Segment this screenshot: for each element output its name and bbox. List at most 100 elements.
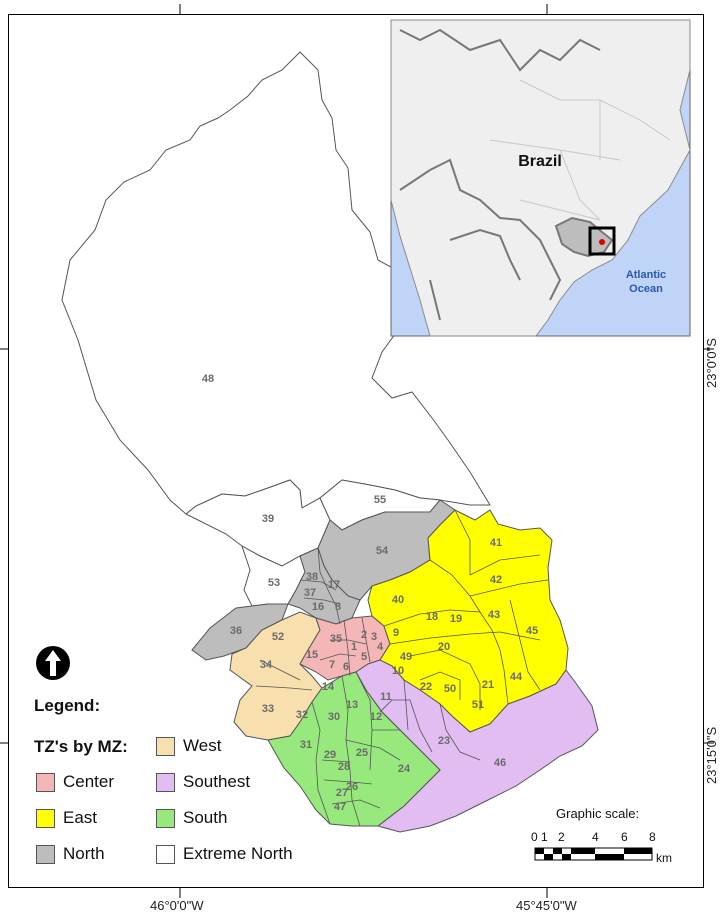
- zone-label-10: 10: [392, 665, 404, 677]
- zone-label-9: 9: [393, 627, 399, 639]
- coord-bottom-right: 45°45'0"W: [516, 898, 577, 913]
- zone-label-51: 51: [472, 699, 484, 711]
- legend-swatch-south: [156, 808, 175, 828]
- scale-tick-8: 8: [649, 830, 656, 844]
- scale-tick-1: 1: [541, 830, 548, 844]
- scale-ticks: 0 1 2 4 6 8: [531, 830, 671, 844]
- zone-label-18: 18: [426, 611, 438, 623]
- zone-label-46: 46: [494, 757, 506, 769]
- zone-label-30: 30: [328, 711, 340, 723]
- legend-item-center: Center: [36, 772, 114, 792]
- legend-item-southest: Southest: [156, 772, 250, 792]
- zone-label-3: 3: [371, 631, 377, 643]
- zone-label-23: 23: [438, 735, 450, 747]
- legend-swatch-north: [36, 844, 55, 864]
- zone-label-33: 33: [262, 703, 274, 715]
- zone-label-42: 42: [490, 574, 502, 586]
- zone-label-53: 53: [268, 577, 280, 589]
- zone-label-2: 2: [361, 629, 367, 641]
- scale-unit: km: [656, 851, 672, 865]
- zone-label-8: 8: [335, 601, 341, 613]
- inset-land: [390, 19, 691, 337]
- zone-36[interactable]: [191, 603, 289, 661]
- zone-label-41: 41: [490, 537, 502, 549]
- inset-borders: [399, 28, 601, 321]
- zone-label-27: 27: [336, 787, 348, 799]
- zone-label-32: 32: [296, 709, 308, 721]
- scale-tick-0: 0: [531, 830, 538, 844]
- zone-label-19: 19: [450, 613, 462, 625]
- zone-label-35: 35: [330, 633, 342, 645]
- zone-label-43: 43: [488, 609, 500, 621]
- zone-label-14: 14: [322, 681, 335, 693]
- zone-label-54: 54: [376, 545, 389, 557]
- legend-label-center: Center: [63, 772, 115, 791]
- zone-label-49: 49: [400, 651, 412, 663]
- zone-label-36: 36: [230, 625, 242, 637]
- zone-label-20: 20: [438, 641, 450, 653]
- north-arrow-icon: [45, 650, 61, 676]
- inset-locator-dot: [599, 239, 605, 245]
- scale-bar: [534, 847, 653, 861]
- legend-swatch-west: [156, 736, 175, 756]
- zone-boundaries: [255, 509, 549, 827]
- zone-label-21: 21: [482, 679, 494, 691]
- scale-tick-2: 2: [558, 830, 565, 844]
- inset-map: [390, 19, 691, 337]
- zone-label-31: 31: [300, 739, 312, 751]
- zone-label-24: 24: [398, 763, 411, 775]
- legend-item-east: East: [36, 808, 97, 828]
- zone-label-15: 15: [306, 649, 318, 661]
- zone-label-55: 55: [374, 494, 386, 506]
- zone-label-16: 16: [312, 601, 324, 613]
- zone-label-6: 6: [343, 661, 349, 673]
- legend-swatch-southest: [156, 772, 175, 792]
- zone-label-48: 48: [202, 373, 214, 385]
- zone-label-47: 47: [334, 801, 346, 813]
- zone-label-44: 44: [510, 671, 523, 683]
- legend-swatch-extreme-north: [156, 844, 175, 864]
- zone-label-13: 13: [346, 699, 358, 711]
- zone-label-26: 26: [346, 781, 358, 793]
- legend-label-north: North: [63, 844, 105, 863]
- scale-tick-4: 4: [592, 830, 599, 844]
- coord-right-top: 23°0'0"S: [704, 338, 719, 388]
- zone-label-28: 28: [338, 761, 350, 773]
- zone-label-52: 52: [272, 631, 284, 643]
- legend-label-southest: Southest: [183, 772, 251, 791]
- legend-label-east: East: [63, 808, 98, 827]
- legend-title: Legend:: [34, 696, 101, 715]
- inset-locator-box: [588, 226, 616, 256]
- scale-title: Graphic scale:: [556, 806, 640, 821]
- zone-label-29: 29: [324, 749, 336, 761]
- legend-label-west: West: [183, 736, 222, 755]
- legend-item-north: North: [36, 844, 105, 864]
- zone-label-39: 39: [262, 513, 274, 525]
- legend-item-extreme-north: Extreme North: [156, 844, 293, 864]
- zone-label-25: 25: [356, 747, 368, 759]
- coord-bottom-left: 46°0'0"W: [150, 898, 204, 913]
- legend-swatch-center: [36, 772, 55, 792]
- coord-right-bottom: 23°15'0"S: [704, 726, 719, 784]
- zone-label-7: 7: [329, 659, 335, 671]
- legend-item-west: West: [156, 736, 221, 756]
- inset-ocean-label: Atlantic Ocean: [626, 269, 666, 295]
- zone-label-1: 1: [351, 641, 357, 653]
- legend-item-south: South: [156, 808, 227, 828]
- zone-label-4: 4: [377, 641, 384, 653]
- north-arrow: [36, 646, 70, 680]
- zone-label-22: 22: [420, 681, 432, 693]
- legend-swatch-east: [36, 808, 55, 828]
- zone-label-17: 17: [328, 579, 340, 591]
- zone-label-38: 38: [306, 571, 318, 583]
- zone-label-40: 40: [392, 594, 404, 606]
- zone-label-11: 11: [380, 691, 392, 703]
- scale-tick-6: 6: [621, 830, 628, 844]
- zone-label-50: 50: [444, 683, 456, 695]
- zone-south[interactable]: [267, 671, 441, 827]
- legend-heading: TZ's by MZ:: [34, 737, 128, 756]
- inset-country-label: Brazil: [518, 153, 562, 170]
- zone-label-5: 5: [361, 651, 367, 663]
